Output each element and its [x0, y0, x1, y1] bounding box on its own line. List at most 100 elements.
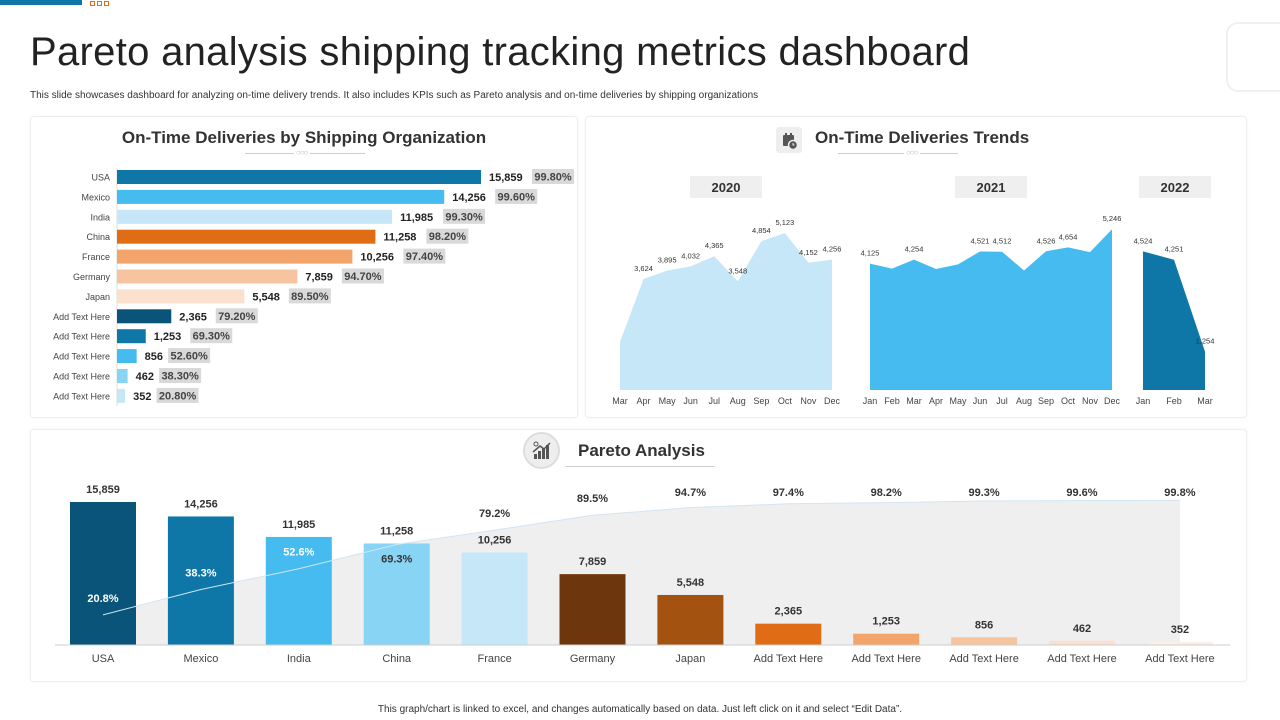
- decor-square: [97, 1, 102, 6]
- month-label: Jun: [973, 396, 988, 406]
- panel-trends: [585, 116, 1247, 418]
- title-divider: [838, 153, 958, 154]
- month-label: Jan: [863, 396, 878, 406]
- data-label: 4,032: [681, 251, 700, 260]
- cumulative-label: 94.7%: [675, 487, 706, 499]
- cumulative-label: 97.4%: [773, 487, 804, 499]
- category-label: Mexico: [183, 653, 218, 665]
- data-label: 4,521: [971, 236, 990, 245]
- bar: [117, 189, 445, 204]
- bar: [1146, 641, 1213, 645]
- percent-badge: [495, 188, 538, 204]
- value-label: 15,859: [489, 172, 523, 184]
- value-label: 352: [1171, 624, 1189, 636]
- category-label: Mexico: [81, 192, 110, 202]
- month-label: Aug: [730, 396, 746, 406]
- month-label: Oct: [1061, 396, 1076, 406]
- bar: [117, 269, 298, 284]
- bar: [117, 229, 376, 244]
- data-label: 3,624: [634, 264, 653, 273]
- category-label: Germany: [570, 653, 616, 665]
- area-series: [620, 233, 832, 390]
- category-label: Germany: [73, 272, 111, 282]
- month-label: Apr: [637, 396, 651, 406]
- percent-label: 94.70%: [344, 271, 382, 283]
- bar: [951, 637, 1018, 645]
- panel-title: On-Time Deliveries Trends: [815, 128, 1030, 147]
- data-label: 1,254: [1196, 337, 1215, 346]
- cumulative-label: 38.3%: [185, 567, 216, 579]
- month-label: Oct: [778, 396, 793, 406]
- percent-label: 89.50%: [291, 291, 329, 303]
- bar: [657, 594, 724, 645]
- month-label: May: [949, 396, 967, 406]
- decor-frame: [1226, 22, 1280, 92]
- cumulative-line: [102, 499, 1180, 616]
- month-label: Jul: [708, 396, 720, 406]
- percent-label: 69.30%: [193, 331, 231, 343]
- value-label: 856: [145, 351, 163, 363]
- panel-title: Pareto Analysis: [578, 441, 705, 460]
- bar: [265, 536, 332, 645]
- cumulative-label: 99.8%: [1164, 487, 1195, 499]
- year-box: [1139, 176, 1211, 198]
- growth-chart-icon: [523, 432, 560, 469]
- bar: [1049, 640, 1115, 645]
- value-label: 11,258: [380, 525, 413, 537]
- bar: [117, 170, 481, 184]
- percent-label: 99.60%: [498, 191, 536, 203]
- month-label: Jan: [1136, 396, 1151, 406]
- month-label: Mar: [612, 396, 628, 406]
- data-label: 4,526: [1037, 236, 1056, 245]
- value-label: 11,985: [400, 212, 433, 224]
- cumulative-label: 99.6%: [1066, 487, 1097, 499]
- panel-title: On-Time Deliveries by Shipping Organizat…: [121, 128, 487, 147]
- category-label: China: [86, 232, 110, 242]
- bar: [117, 209, 393, 224]
- cumulative-label: 52.6%: [283, 547, 314, 559]
- cumulative-label: 79.2%: [479, 508, 510, 520]
- value-label: 2,365: [775, 606, 803, 618]
- category-label: Japan: [675, 653, 705, 665]
- bar: [117, 289, 245, 304]
- month-label: Mar: [1197, 396, 1213, 406]
- cumulative-label: 69.3%: [381, 554, 412, 566]
- category-label: USA: [91, 173, 110, 183]
- value-label: 462: [136, 371, 154, 383]
- year-box: [690, 176, 762, 198]
- bar: [559, 574, 626, 645]
- category-label: Add Text Here: [754, 653, 824, 665]
- category-label: Add Text Here: [53, 372, 110, 382]
- month-label: Mar: [906, 396, 922, 406]
- value-label: 7,859: [305, 272, 333, 284]
- title-divider: [565, 466, 715, 467]
- percent-label: 99.30%: [445, 211, 483, 223]
- year-label: 2022: [1161, 180, 1190, 195]
- percent-label: 79.20%: [218, 311, 256, 323]
- data-label: 4,256: [823, 245, 842, 254]
- category-label: France: [477, 653, 511, 665]
- data-label: 4,125: [861, 249, 880, 258]
- category-label: Add Text Here: [53, 352, 110, 362]
- category-label: Add Text Here: [53, 391, 110, 401]
- bar: [167, 516, 234, 645]
- category-label: Japan: [85, 292, 110, 302]
- area-series: [1143, 251, 1205, 390]
- percent-label: 97.40%: [406, 251, 444, 263]
- percent-badge: [443, 208, 486, 224]
- page-subtitle: This slide showcases dashboard for analy…: [30, 90, 759, 101]
- decor-square: [90, 1, 95, 6]
- month-label: Aug: [1016, 396, 1032, 406]
- percent-badge: [426, 228, 469, 244]
- data-label: 4,254: [905, 245, 924, 254]
- bar: [117, 249, 353, 264]
- bar: [363, 543, 430, 645]
- percent-badge: [168, 348, 211, 364]
- bar: [117, 309, 172, 324]
- percent-label: 52.60%: [170, 351, 208, 363]
- month-label: Feb: [884, 396, 900, 406]
- panel-pareto: [30, 429, 1247, 682]
- bar: [70, 502, 136, 645]
- category-label: India: [287, 653, 312, 665]
